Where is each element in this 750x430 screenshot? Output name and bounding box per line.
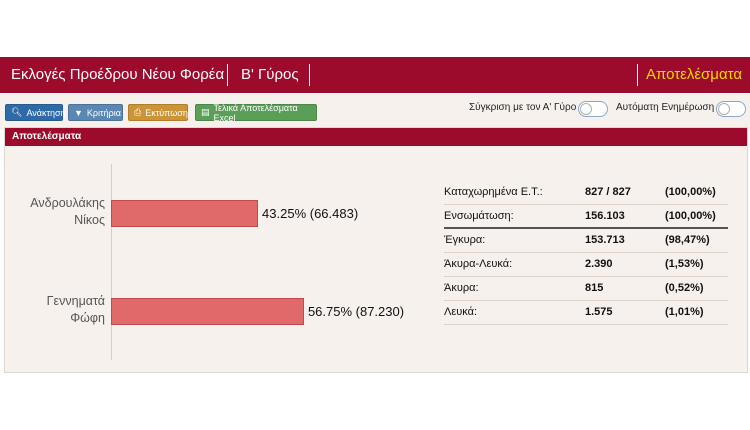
candidate-name-line: Γεννηματά [46,294,105,308]
stats-value: 815 [585,276,665,301]
excel-export-button-label: Τελικά Αποτελέσματα Excel [213,102,298,123]
stats-table: Καταχωρημένα Ε.Τ.: 827 / 827 (100,00%) Ενσω… [444,180,728,325]
header-separator [637,64,638,86]
stats-label: Ενσωμάτωση: [444,204,585,229]
toggle-knob [580,103,592,115]
bar-value-label: 43.25% (66.483) [262,206,359,221]
auto-update-toggle[interactable] [716,101,746,117]
stats-label: Λευκά: [444,300,585,325]
round-title: Β' Γύρος [241,66,299,83]
toolbar: 🔍︎ Ανάκτηση ▼ Κριτήρια ⎙ Εκτύπωση ▤ Τελι… [0,94,750,130]
excel-export-button[interactable]: ▤ Τελικά Αποτελέσματα Excel [195,102,317,123]
criteria-button-label: Κριτήρια [86,107,121,118]
stats-value: 2.390 [585,252,665,277]
stats-label: Έγκυρα: [444,228,585,253]
candidate-bar [111,298,304,325]
results-link[interactable]: Αποτελέσματα [645,66,742,83]
toggle-knob [718,103,730,115]
bar-value-label: 56.75% (87.230) [307,304,405,319]
filter-icon: ▼ [74,107,83,118]
candidate-bar [111,200,259,227]
candidate-name: Ανδρουλάκης Νίκος [5,195,105,229]
stats-row: Άκυρα: 815 (0,52%) [444,276,728,301]
panel-title: Αποτελέσματα [12,131,82,142]
stats-label: Άκυρα: [444,276,585,301]
stats-pct: (98,47%) [665,228,728,253]
results-chart: Ανδρουλάκης Νίκος 43.25% (66.483) Γεννηματά… [5,128,445,374]
chart-axis [111,164,112,360]
compare-toggle[interactable] [578,101,608,117]
stats-label: Καταχωρημένα Ε.Τ.: [444,180,585,205]
criteria-button[interactable]: ▼ Κριτήρια [68,104,123,121]
results-panel: Αποτελέσματα Ανδρουλάκης Νίκος 43.25% (66.… [4,127,748,373]
fetch-button[interactable]: 🔍︎ Ανάκτηση [5,104,66,121]
stats-row: Καταχωρημένα Ε.Τ.: 827 / 827 (100,00%) [444,180,728,205]
stats-row: Άκυρα-Λευκά: 2.390 (1,53%) [444,252,728,277]
print-button[interactable]: ⎙ Εκτύπωση [128,104,188,121]
stats-row: Έγκυρα: 153.713 (98,47%) [444,228,728,253]
stats-pct: (100,00%) [665,180,728,205]
auto-update-label: Αυτόματη Ενημέρωση [616,102,715,113]
stats-value: 156.103 [585,204,665,229]
panel-header: Αποτελέσματα [5,128,747,146]
app-title: Εκλογές Προέδρου Νέου Φορέα [11,66,225,83]
stats-row: Λευκά: 1.575 (1,01%) [444,300,728,325]
print-button-label: Εκτύπωση [145,107,188,118]
search-icon: 🔍︎ [11,107,23,117]
candidate-name-line: Φώφη [70,311,105,325]
compare-label: Σύγκριση με τον Α' Γύρο [469,102,577,113]
candidate-name: Γεννηματά Φώφη [5,293,105,327]
stats-value: 153.713 [585,228,665,253]
header-separator [227,64,228,86]
excel-icon: ▤ [201,107,210,117]
app-header: Εκλογές Προέδρου Νέου Φορέα Β' Γύρος Απο… [0,57,750,93]
candidate-name-line: Νίκος [74,213,105,227]
stats-pct: (100,00%) [665,204,728,229]
stats-label: Άκυρα-Λευκά: [444,252,585,277]
stats-pct: (1,53%) [665,252,728,277]
header-separator [309,64,310,86]
fetch-button-label: Ανάκτηση [26,107,66,118]
candidate-name-line: Ανδρουλάκης [30,196,105,210]
stats-pct: (1,01%) [665,300,728,325]
stats-row: Ενσωμάτωση: 156.103 (100,00%) [444,204,728,229]
stats-value: 1.575 [585,300,665,325]
stats-value: 827 / 827 [585,180,665,205]
print-icon: ⎙ [134,107,142,117]
stats-pct: (0,52%) [665,276,728,301]
